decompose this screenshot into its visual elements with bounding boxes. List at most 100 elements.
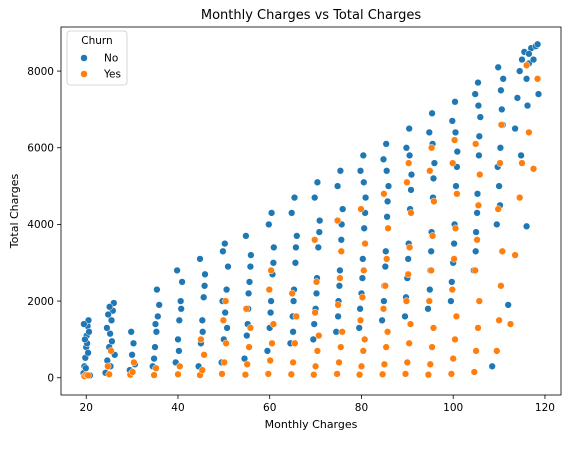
- point-yes-82: [426, 360, 434, 368]
- point-no-23: [108, 337, 116, 345]
- point-no-202: [534, 90, 543, 98]
- point-no-33: [151, 343, 159, 351]
- x-tick-label-20: 20: [80, 402, 93, 414]
- point-yes-76: [404, 270, 412, 278]
- point-no-37: [150, 354, 158, 363]
- point-yes-57: [356, 316, 365, 324]
- point-yes-101: [470, 368, 478, 376]
- point-yes-71: [401, 370, 410, 378]
- point-yes-104: [475, 297, 483, 305]
- point-yes-89: [426, 167, 434, 175]
- point-yes-124: [522, 61, 531, 69]
- point-no-153: [427, 247, 435, 255]
- point-no-102: [310, 320, 318, 328]
- point-yes-58: [358, 293, 367, 301]
- point-yes-41: [315, 331, 323, 340]
- legend: Churn No Yes: [66, 30, 128, 86]
- point-yes-25: [246, 324, 255, 332]
- point-no-82: [269, 259, 278, 267]
- point-yes-64: [382, 343, 390, 351]
- point-yes-18: [220, 358, 228, 367]
- point-yes-40: [313, 347, 322, 355]
- point-yes-21: [222, 297, 230, 305]
- point-no-134: [383, 167, 391, 175]
- point-no-90: [289, 297, 298, 305]
- point-no-18: [107, 316, 116, 324]
- point-no-78: [270, 243, 278, 252]
- point-no-44: [178, 278, 186, 286]
- point-yes-30: [269, 320, 278, 328]
- point-no-58: [221, 308, 229, 317]
- point-no-100: [312, 289, 321, 298]
- point-no-86: [291, 259, 300, 267]
- point-yes-108: [476, 170, 484, 179]
- point-yes-14: [198, 366, 206, 374]
- point-no-135: [401, 312, 409, 321]
- point-no-12: [84, 349, 92, 357]
- point-yes-35: [291, 339, 299, 347]
- point-no-51: [200, 293, 208, 301]
- point-yes-56: [361, 335, 369, 344]
- point-yes-16: [197, 335, 205, 344]
- point-yes-83: [428, 343, 436, 351]
- point-yes-52: [333, 216, 342, 225]
- point-yes-20: [219, 316, 228, 324]
- x-axis-label: Monthly Charges: [265, 418, 358, 431]
- point-yes-100: [450, 136, 459, 144]
- point-no-146: [424, 305, 432, 313]
- point-no-130: [382, 140, 390, 148]
- point-yes-53: [355, 371, 364, 379]
- point-no-29: [129, 339, 138, 347]
- point-no-169: [472, 228, 480, 236]
- point-yes-102: [472, 347, 480, 355]
- point-no-71: [244, 289, 253, 298]
- point-no-7: [82, 364, 90, 372]
- point-no-52: [201, 270, 209, 278]
- point-no-89: [290, 193, 299, 202]
- point-yes-86: [427, 266, 435, 275]
- point-yes-74: [406, 320, 415, 328]
- point-no-9: [85, 328, 93, 336]
- point-no-163: [451, 98, 459, 106]
- point-no-106: [337, 236, 345, 244]
- point-no-107: [339, 205, 347, 213]
- point-yes-111: [495, 316, 503, 324]
- x-tick-label-60: 60: [263, 402, 276, 414]
- point-yes-5: [104, 362, 112, 370]
- point-yes-85: [425, 297, 433, 305]
- point-yes-19: [222, 339, 230, 347]
- point-no-113: [355, 324, 363, 332]
- point-no-140: [402, 144, 411, 152]
- point-yes-45: [333, 370, 341, 378]
- point-yes-120: [518, 159, 526, 167]
- point-no-26: [105, 303, 114, 311]
- point-no-205: [488, 362, 496, 370]
- point-no-145: [405, 151, 414, 160]
- point-no-97: [316, 216, 324, 225]
- point-yes-36: [292, 312, 300, 321]
- point-no-180: [495, 182, 503, 190]
- point-yes-79: [403, 178, 411, 186]
- point-yes-113: [498, 247, 506, 255]
- point-no-197: [529, 55, 538, 64]
- point-yes-66: [379, 305, 388, 313]
- point-no-201: [523, 101, 532, 110]
- point-yes-3: [105, 370, 113, 378]
- point-no-154: [429, 174, 438, 183]
- point-yes-48: [338, 328, 346, 336]
- point-no-178: [474, 101, 483, 110]
- plot-frame: [60, 26, 562, 396]
- point-yes-117: [506, 320, 515, 328]
- legend-label-no: No: [104, 53, 118, 65]
- point-no-152: [428, 109, 436, 117]
- point-yes-54: [357, 362, 366, 370]
- point-yes-107: [474, 201, 483, 209]
- point-no-142: [404, 255, 412, 263]
- point-no-69: [247, 251, 255, 259]
- point-no-191: [516, 67, 524, 75]
- point-yes-55: [359, 347, 367, 355]
- point-no-108: [333, 182, 342, 190]
- point-yes-7: [128, 368, 137, 376]
- y-axis-label: Total Charges: [8, 174, 21, 250]
